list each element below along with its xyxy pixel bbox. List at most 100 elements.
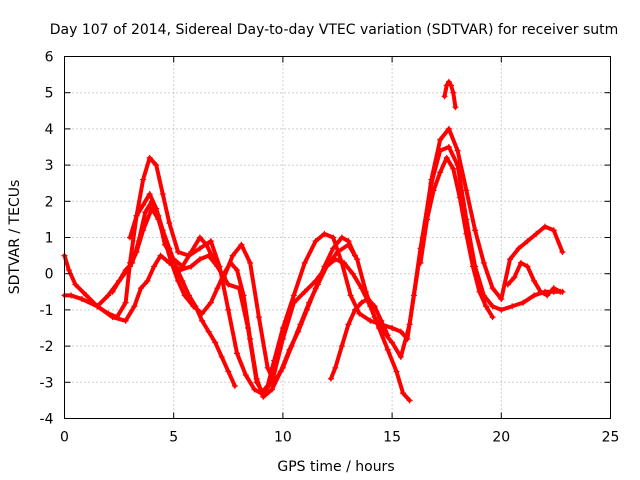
data-point (531, 292, 538, 299)
data-point (146, 154, 153, 161)
y-axis-label: SDTVAR / TECUs (7, 180, 23, 295)
data-point (541, 223, 548, 230)
data-point (238, 241, 245, 248)
data-point (384, 346, 391, 353)
data-point (463, 230, 470, 237)
data-point (445, 125, 452, 132)
data-point (330, 234, 337, 241)
data-point (332, 256, 339, 263)
data-point (375, 325, 382, 331)
data-point (559, 248, 566, 255)
data-point (127, 263, 134, 270)
data-point (159, 227, 166, 234)
data-point (483, 303, 490, 310)
series-line (418, 155, 495, 320)
data-point (166, 245, 173, 252)
series-line (95, 206, 357, 399)
data-point (212, 339, 219, 346)
data-point (330, 245, 337, 252)
data-point (140, 201, 147, 208)
data-point (65, 267, 72, 274)
x-tick-label: 15 (383, 430, 401, 446)
grid (64, 56, 611, 419)
data-point (550, 285, 557, 292)
data-point (277, 368, 284, 375)
data-point (437, 136, 444, 143)
data-point (242, 372, 249, 379)
y-tick-label: 6 (45, 50, 54, 66)
series-track-g (441, 78, 459, 111)
data-point (358, 285, 365, 292)
data-point (225, 306, 232, 313)
data-point (489, 314, 496, 321)
data-point (247, 259, 254, 266)
data-point (365, 296, 372, 303)
data-point (498, 296, 505, 303)
data-point (511, 274, 518, 281)
data-point (321, 263, 328, 270)
data-point (255, 314, 262, 321)
data-point (179, 277, 186, 284)
data-point (524, 263, 531, 270)
data-point (105, 292, 112, 299)
data-point (504, 281, 511, 288)
series-track-d (94, 205, 358, 400)
data-point (445, 78, 452, 85)
data-point (406, 397, 413, 404)
data-point (341, 259, 348, 266)
x-tick-label: 25 (602, 430, 620, 446)
data-point (448, 82, 455, 89)
data-point (351, 306, 358, 313)
data-point (301, 259, 308, 266)
data-point (113, 314, 120, 321)
data-point (247, 335, 254, 342)
data-point (172, 263, 179, 270)
data-point (260, 393, 267, 400)
x-tick-label: 20 (492, 430, 510, 446)
data-point (430, 187, 437, 194)
data-point (240, 292, 247, 299)
data-point (122, 317, 129, 324)
data-point (354, 256, 361, 263)
data-point (279, 325, 286, 331)
data-point (550, 227, 557, 234)
data-point (509, 303, 516, 310)
data-point (264, 382, 271, 389)
data-point (469, 263, 476, 270)
data-point (507, 256, 514, 263)
data-point (332, 364, 339, 371)
y-tick-label: 5 (45, 86, 54, 102)
data-point (214, 285, 221, 292)
data-point (133, 248, 140, 255)
data-point (127, 234, 134, 241)
data-point (537, 288, 544, 295)
data-point (83, 292, 90, 299)
data-point (218, 353, 225, 360)
data-point (450, 89, 457, 96)
data-point (68, 292, 75, 299)
data-point (404, 335, 411, 342)
data-series (61, 78, 566, 404)
data-point (515, 245, 522, 252)
data-point (133, 212, 140, 219)
data-point (517, 259, 524, 266)
data-point (384, 332, 391, 339)
data-point (212, 259, 219, 266)
data-point (356, 310, 363, 317)
data-point (445, 144, 452, 150)
data-point (105, 310, 112, 317)
data-point (454, 147, 461, 154)
y-tick-label: -2 (40, 339, 54, 355)
data-point (303, 306, 310, 313)
data-point (234, 350, 241, 357)
data-point (358, 299, 365, 306)
y-tick-label: 0 (45, 267, 54, 283)
y-tick-label: 2 (45, 194, 54, 210)
data-point (72, 281, 79, 288)
data-point (443, 154, 450, 161)
data-point (231, 382, 238, 389)
data-point (476, 288, 483, 295)
series-track-e (127, 191, 238, 389)
data-point (452, 104, 459, 111)
